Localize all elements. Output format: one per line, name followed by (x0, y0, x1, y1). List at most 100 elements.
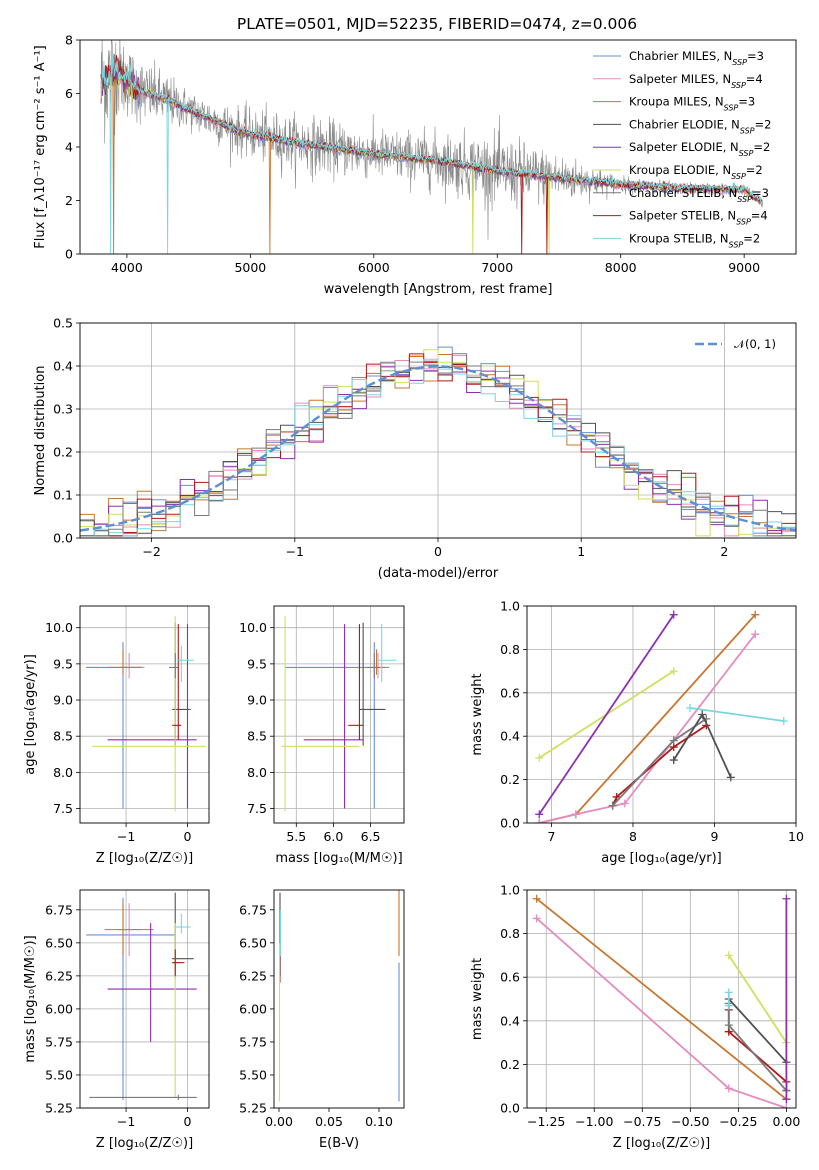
y-tick-label: 6.50 (45, 935, 73, 950)
panel-weight-vs-Z: −1.25 −1.00 −0.75 −0.50 −0.25 0.00 0.0 0.2 0.4 0.… (470, 883, 800, 1152)
legend-entry: Salpeter STELIB, NSSP=4 (629, 209, 768, 227)
y-axis-label: mass [log₁₀(M/M☉)] (23, 935, 38, 1062)
weight-marker (535, 819, 544, 823)
y-tick-label: 2 (65, 193, 73, 208)
x-tick-label: 0 (184, 1114, 192, 1129)
weight-marker (608, 801, 617, 810)
legend-subscript: SSP (724, 103, 739, 112)
legend-nssp-value: =4 (751, 209, 768, 223)
panel-weight-vs-age: 7 8 9 10 0.0 0.2 0.4 0.6 0.8 1.0 age [log₁₀(age/yr… (470, 599, 804, 867)
axes-frame (79, 605, 210, 824)
y-tick-label: 0.1 (53, 488, 73, 503)
legend-nssp-value: =3 (752, 186, 769, 200)
x-tick-label: 4000 (111, 260, 143, 275)
weight-marker (669, 667, 678, 676)
errorbar-point (370, 653, 386, 679)
y-tick-label: 0.3 (53, 402, 73, 417)
errorbar-point (366, 653, 378, 679)
x-tick-label: −1 (286, 544, 304, 559)
weight-marker (724, 951, 733, 960)
histogram-step (80, 353, 796, 537)
errorbar-point (107, 923, 197, 1042)
weight-series-line (672, 712, 732, 778)
grid-lines (80, 606, 209, 823)
y-tick-label: 5.25 (45, 1101, 73, 1116)
weight-series-line (689, 707, 784, 722)
errorbar-point (113, 653, 145, 679)
weight-series-line (538, 614, 675, 815)
x-tick-label: 6000 (358, 260, 390, 275)
y-axis-label: mass weight (470, 958, 485, 1040)
y-tick-label: 10.0 (239, 620, 267, 635)
legend: Chabrier MILES, NSSP=3 Salpeter MILES, NS… (593, 49, 771, 249)
plot-area (86, 616, 206, 812)
y-tick-label: 1.0 (500, 599, 520, 614)
legend-nssp-value: =2 (753, 140, 770, 154)
legend-nssp-value: =2 (755, 117, 772, 131)
axes-frame (79, 39, 797, 255)
weight-marker (612, 792, 621, 801)
errorbar-point (169, 653, 179, 679)
errorbar-point (175, 913, 191, 934)
x-tick-label: 0.00 (265, 1114, 293, 1129)
weight-marker (751, 630, 760, 639)
y-tick-label: 9.0 (53, 693, 73, 708)
x-tick-label: 0.10 (365, 1114, 393, 1129)
y-tick-label: 8.0 (53, 765, 73, 780)
weight-marker (620, 799, 629, 808)
legend-subscript: SSP (740, 126, 755, 135)
weight-marker (726, 773, 735, 782)
y-tick-label: 6.75 (45, 902, 73, 917)
y-tick-label: 7.5 (53, 801, 73, 816)
weight-marker (686, 703, 695, 712)
x-tick-label: −1.25 (527, 1114, 565, 1129)
weight-marker (779, 717, 788, 726)
legend-entry: Kroupa STELIB, NSSP=2 (629, 231, 760, 249)
weight-series-line (728, 998, 788, 1063)
errorbar-point (178, 645, 194, 682)
y-tick-label: 5.75 (45, 1034, 73, 1049)
x-axis-label: age [log₁₀(age/yr)] (601, 851, 722, 866)
x-tick-label: 0 (434, 544, 442, 559)
y-axis-label: Flux [f_λ10⁻¹⁷ erg cm⁻² s⁻¹ A⁻¹] (33, 45, 48, 249)
x-tick-label: 7000 (481, 260, 513, 275)
legend-nssp-value: =3 (747, 49, 764, 63)
y-tick-label: 4 (65, 140, 73, 155)
x-tick-label: 6.0 (323, 829, 343, 844)
plot-area (281, 616, 397, 812)
x-tick-label: −0.50 (671, 1114, 709, 1129)
x-tick-label: 6.5 (361, 829, 381, 844)
x-tick-label: 0 (184, 829, 192, 844)
x-tick-label: 1 (577, 544, 585, 559)
x-tick-label: 5000 (234, 260, 266, 275)
y-tick-label: 8.5 (247, 729, 267, 744)
legend-entry: Kroupa MILES, NSSP=3 (629, 95, 755, 113)
panel-age-vs-mass: 5.5 6.0 6.5 7.5 8.0 8.5 9.0 9.5 10.0 mass [log₁₀(… (239, 605, 405, 866)
legend-subscript: SSP (731, 172, 746, 181)
weight-marker (724, 1084, 733, 1093)
weight-series-line (538, 633, 756, 823)
weight-series-line (536, 897, 787, 1101)
model-spectrum-line (100, 55, 763, 254)
y-tick-label: 6.25 (239, 968, 267, 983)
axes-frame (526, 889, 797, 1109)
panel-mass-vs-EBV: 0.00 0.05 0.10 5.25 5.50 5.75 6.00 6.25 6.50 6.75… (239, 889, 405, 1151)
legend-subscript: SSP (737, 194, 752, 203)
weight-marker (669, 610, 678, 619)
x-tick-label: −1 (117, 829, 135, 844)
axes-frame (273, 889, 405, 1109)
legend-subscript: SSP (739, 149, 754, 158)
legend-nssp-value: =4 (746, 72, 763, 86)
legend-subscript: SSP (732, 58, 747, 67)
y-axis-label: age [log₁₀(age/yr)] (23, 654, 38, 775)
grid-lines (80, 890, 209, 1109)
y-tick-label: 9.0 (247, 693, 267, 708)
x-tick-label: −1 (117, 1114, 135, 1129)
axes-frame (79, 889, 210, 1109)
y-tick-label: 0.6 (500, 685, 520, 700)
panel-mass-vs-Z: −1 0 5.25 5.50 5.75 6.00 6.25 6.50 6.75 Z [log₁₀(… (23, 889, 210, 1151)
weight-marker (724, 1001, 733, 1010)
legend-entry: Salpeter MILES, NSSP=4 (629, 72, 763, 90)
weight-marker (532, 894, 541, 903)
